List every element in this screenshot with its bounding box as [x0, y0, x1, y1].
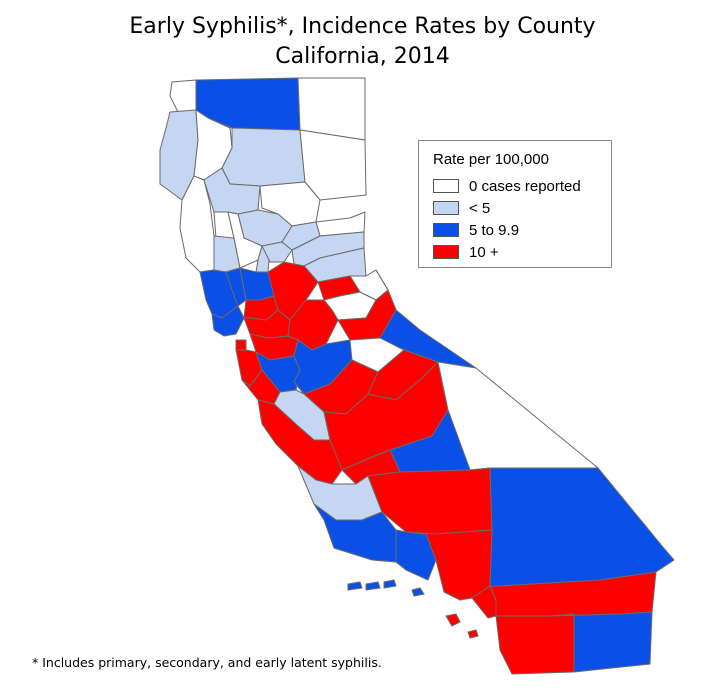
map-legend: Rate per 100,000 0 cases reported < 5 5 … [418, 140, 612, 268]
channel-island [383, 579, 397, 589]
channel-island [347, 581, 363, 591]
county-marin [211, 305, 245, 337]
legend-swatch-mid [433, 223, 459, 237]
county-san-diego [495, 613, 575, 675]
legend-label-mid: 5 to 9.9 [469, 221, 520, 239]
footnote: * Includes primary, secondary, and early… [32, 655, 382, 670]
legend-label-high: 10 + [469, 243, 499, 261]
county-napa [225, 267, 247, 307]
county-shasta [221, 127, 306, 187]
map-title-line2: California, 2014 [275, 44, 450, 69]
county-lassen [299, 129, 367, 201]
map-title-line1: Early Syphilis*, Incidence Rates by Coun… [129, 14, 596, 39]
legend-swatch-high [433, 245, 459, 259]
channel-island [365, 581, 381, 591]
channel-island [467, 629, 479, 639]
county-modoc [297, 77, 366, 141]
county-monterey [257, 399, 343, 485]
legend-item-low: < 5 [433, 199, 490, 217]
legend-label-low: < 5 [469, 199, 491, 217]
legend-title: Rate per 100,000 [433, 151, 549, 168]
county-yuba [261, 241, 293, 263]
county-imperial [549, 611, 653, 673]
county-san-francisco [235, 339, 247, 351]
legend-item-high: 10 + [433, 243, 499, 261]
legend-label-none: 0 cases reported [469, 177, 581, 195]
county-del-norte [169, 79, 197, 113]
county-los-angeles [405, 529, 493, 601]
legend-swatch-none [433, 179, 459, 193]
county-san-bernardino [489, 467, 675, 587]
legend-swatch-low [433, 201, 459, 215]
channel-island [445, 613, 461, 627]
county-sacramento [267, 261, 319, 321]
channel-island [411, 587, 425, 597]
legend-item-none: 0 cases reported [433, 177, 581, 195]
legend-item-mid: 5 to 9.9 [433, 221, 519, 239]
